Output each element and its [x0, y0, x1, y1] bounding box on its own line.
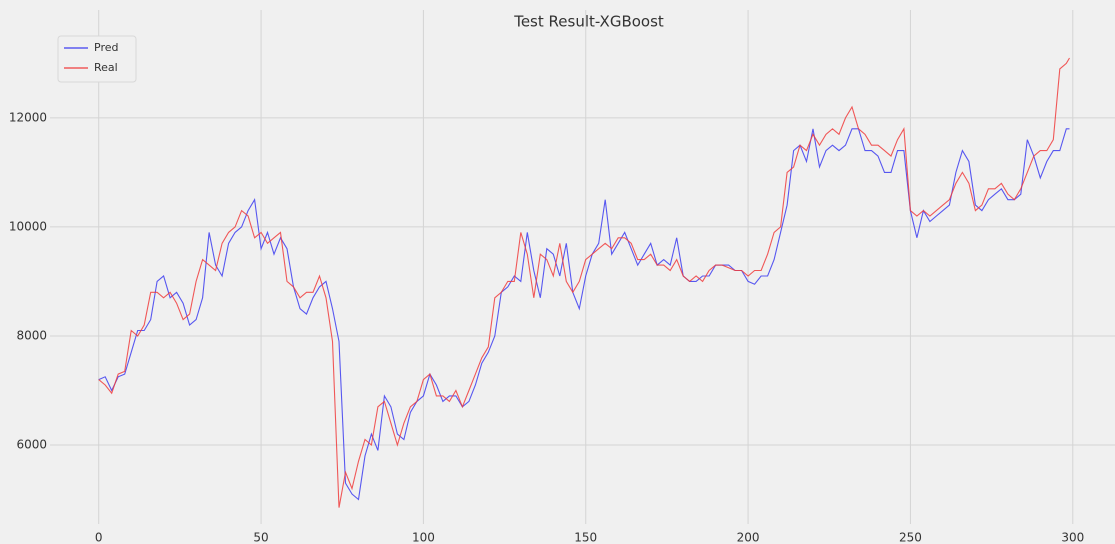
chart-title: Test Result-XGBoost [513, 13, 664, 31]
x-tick-label: 150 [574, 531, 597, 544]
x-tick-label: 250 [899, 531, 922, 544]
x-tick-label: 300 [1061, 531, 1084, 544]
legend-label: Real [94, 61, 118, 74]
x-tick-label: 100 [412, 531, 435, 544]
y-tick-label: 10000 [9, 219, 47, 233]
x-tick-label: 50 [253, 531, 268, 544]
x-tick-label: 0 [95, 531, 103, 544]
y-tick-label: 6000 [16, 437, 47, 451]
legend-label: Pred [94, 41, 118, 54]
x-tick-label: 200 [737, 531, 760, 544]
y-tick-label: 12000 [9, 110, 47, 124]
y-tick-label: 8000 [16, 328, 47, 342]
series-line [98, 57, 1070, 508]
